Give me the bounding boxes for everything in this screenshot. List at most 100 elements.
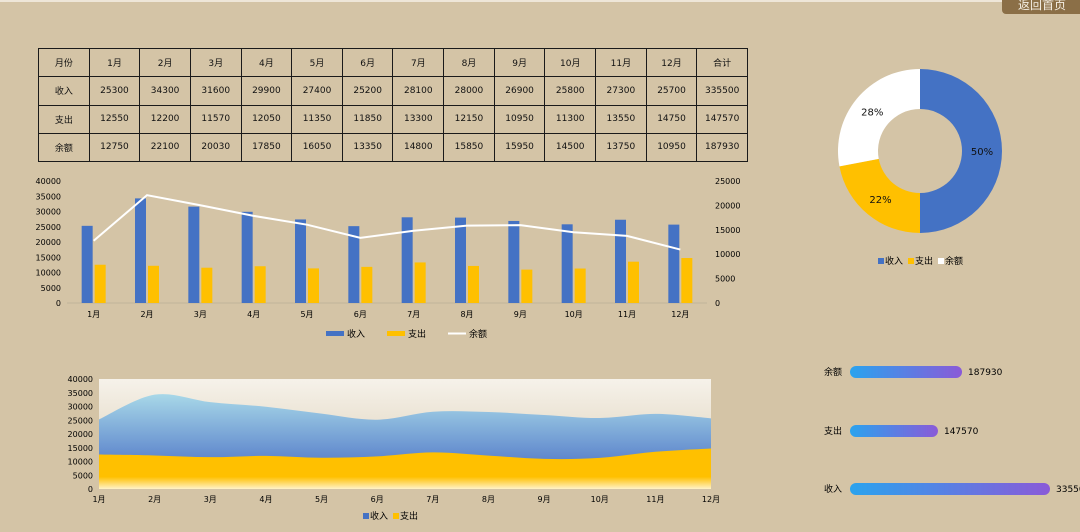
donut-data-label: 28% [861, 107, 883, 118]
table-row-label: 余额 [38, 132, 90, 163]
donut-data-label: 50% [971, 147, 993, 158]
table-header-cell: 11月 [595, 47, 647, 78]
table-header-cell: 合计 [696, 47, 748, 78]
y-tick-label: 35000 [68, 389, 93, 398]
hbar-bar [850, 366, 963, 378]
bar-income [188, 206, 200, 303]
legend-label: 支出 [400, 510, 418, 522]
x-tick-label: 3月 [194, 310, 207, 319]
table-row-label: 支出 [38, 104, 90, 134]
legend-swatch [326, 331, 344, 336]
y-tick-label: 15000 [68, 444, 93, 453]
table-cell: 25800 [544, 76, 597, 106]
legend-label: 收入 [370, 510, 388, 522]
table-cell: 13750 [595, 132, 647, 163]
bar-expense [308, 268, 319, 303]
bar-expense [574, 268, 586, 303]
back-home-button[interactable]: 返回首页 [1002, 0, 1080, 14]
legend-label: 余额 [945, 255, 963, 267]
table-header-cell: 8月 [443, 47, 495, 78]
x-tick-label: 8月 [460, 310, 473, 319]
legend-label: 余额 [469, 328, 487, 340]
bar-income [615, 219, 626, 303]
bar-expense [201, 267, 213, 303]
legend-swatch [387, 331, 405, 336]
x-tick-label: 1月 [87, 310, 100, 319]
y2-tick-label: 0 [715, 299, 720, 308]
hbar-category-label: 余额 [824, 366, 842, 378]
table-cell: 12200 [139, 104, 191, 134]
x-tick-label: 5月 [315, 495, 328, 504]
x-tick-label: 6月 [354, 310, 367, 319]
table-cell: 14800 [392, 132, 445, 163]
table-cell: 13300 [392, 104, 445, 134]
bar-income [135, 198, 146, 303]
y-tick-label: 30000 [68, 403, 93, 412]
y2-tick-label: 5000 [715, 275, 735, 284]
donut-slice [838, 69, 920, 167]
hbar-value-label: 187930 [968, 368, 1003, 378]
x-tick-label: 11月 [618, 310, 636, 319]
x-tick-label: 2月 [148, 495, 161, 504]
y-tick-label: 30000 [36, 208, 61, 217]
x-tick-label: 4月 [247, 310, 260, 319]
legend-swatch [938, 258, 944, 264]
bar-expense [414, 262, 426, 303]
table-cell: 28000 [443, 76, 495, 106]
line-balance [93, 194, 681, 251]
x-tick-label: 10月 [591, 495, 609, 504]
x-tick-label: 12月 [702, 495, 720, 504]
bar-expense [94, 264, 106, 303]
bar-income [508, 220, 520, 303]
legend-label: 收入 [885, 255, 903, 267]
hbar-bar [850, 483, 1050, 495]
legend-label: 支出 [408, 328, 426, 340]
table-cell: 25700 [645, 76, 698, 106]
bar-income [295, 219, 306, 303]
table-cell: 11300 [544, 104, 597, 134]
hbar-value-label: 33550 [1056, 485, 1080, 495]
x-tick-label: 8月 [482, 495, 495, 504]
legend-label: 支出 [915, 255, 933, 267]
table-cell: 27400 [291, 76, 343, 106]
table-cell: 20030 [189, 132, 242, 163]
x-tick-label: 5月 [300, 310, 313, 319]
x-tick-label: 12月 [671, 310, 689, 319]
bar-expense [254, 266, 266, 303]
y-tick-label: 10000 [36, 269, 61, 278]
summary-table: 月份 1月 2月 3月 4月 5月 6月 7月 8月 9月 10月 11月 12月 合计 收入 25300 34… [38, 47, 748, 163]
bar-income [401, 217, 413, 303]
bar-income [241, 211, 253, 303]
table-cell: 15850 [443, 132, 495, 163]
legend-swatch [878, 258, 884, 264]
y-tick-label: 35000 [36, 192, 61, 201]
table-cell: 335500 [696, 76, 748, 106]
top-divider [0, 0, 1080, 2]
x-tick-label: 11月 [646, 495, 664, 504]
hbar-category-label: 支出 [824, 425, 842, 437]
table-cell: 10950 [493, 104, 546, 134]
bar-expense [681, 258, 693, 303]
x-tick-label: 4月 [259, 495, 272, 504]
bar-expense [468, 265, 479, 303]
y-tick-label: 20000 [36, 238, 61, 247]
table-header-cell: 10月 [544, 47, 597, 78]
x-tick-label: 7月 [426, 495, 439, 504]
y-tick-label: 0 [56, 299, 61, 308]
table-cell: 11570 [189, 104, 242, 134]
y-tick-label: 25000 [68, 416, 93, 425]
x-tick-label: 9月 [538, 495, 551, 504]
table-row: 余额 12750 22100 20030 17850 16050 13350 14800 158… [38, 132, 748, 163]
y2-tick-label: 20000 [715, 201, 740, 210]
legend-swatch [393, 513, 399, 519]
x-tick-label: 3月 [204, 495, 217, 504]
y2-tick-label: 25000 [715, 177, 740, 186]
legend-label: 收入 [347, 328, 365, 340]
x-tick-label: 6月 [371, 495, 384, 504]
bar-income [348, 226, 360, 303]
area-expense [99, 448, 711, 489]
table-cell: 22100 [139, 132, 191, 163]
